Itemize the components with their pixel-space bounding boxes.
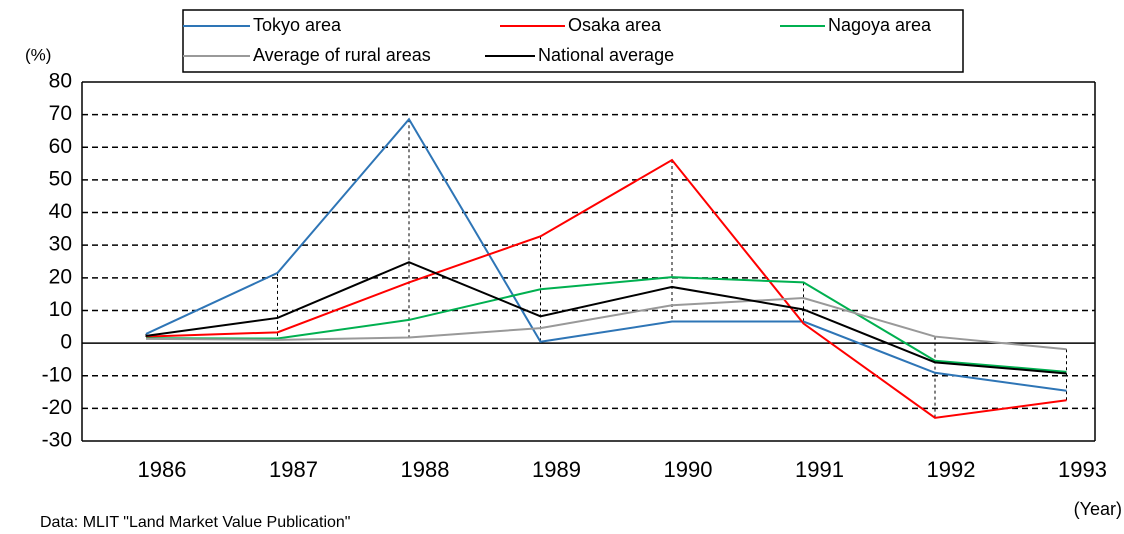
x-tick-label: 1992 [927, 457, 976, 482]
x-tick-label: 1991 [795, 457, 844, 482]
x-tick-label: 1989 [532, 457, 581, 482]
series-line [145, 297, 1067, 351]
y-tick-label: 80 [49, 70, 72, 93]
x-tick-label: 1990 [664, 457, 713, 482]
source-note: Data: MLIT "Land Market Value Publicatio… [40, 514, 350, 531]
legend-box [182, 9, 964, 73]
y-tick-label: 10 [49, 298, 72, 321]
series-line [145, 261, 1067, 375]
x-tick-label: 1987 [269, 457, 318, 482]
series-line [145, 158, 1067, 419]
y-tick-label: -10 [42, 363, 72, 386]
legend-label: National average [538, 45, 674, 65]
x-tick-label: 1986 [138, 457, 187, 482]
y-tick-label: 20 [49, 265, 72, 288]
legend-label: Nagoya area [828, 15, 932, 35]
legend-label: Average of rural areas [253, 45, 431, 65]
x-tick-label: 1988 [401, 457, 450, 482]
y-tick-label: 50 [49, 167, 72, 190]
y-tick-label: 70 [49, 102, 72, 125]
y-tick-label: 0 [60, 331, 72, 354]
y-unit: (%) [25, 45, 51, 64]
series-line [145, 276, 1067, 373]
y-tick-label: -30 [42, 429, 72, 452]
x-tick-label: 1993 [1058, 457, 1107, 482]
y-tick-label: 60 [49, 135, 72, 158]
legend-label: Tokyo area [253, 15, 342, 35]
y-tick-label: 30 [49, 233, 72, 256]
y-tick-label: 40 [49, 200, 72, 223]
x-unit: (Year) [1074, 499, 1122, 519]
legend-label: Osaka area [568, 15, 662, 35]
y-tick-label: -20 [42, 396, 72, 419]
series-line [145, 117, 1067, 392]
